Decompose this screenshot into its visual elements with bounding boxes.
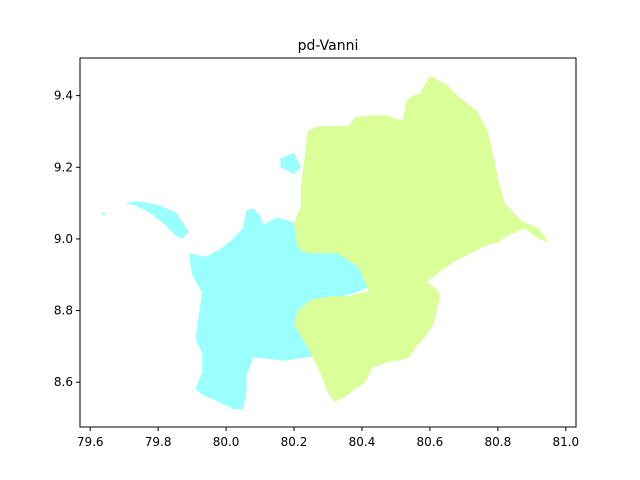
x-tick-label: 80.4 [349,435,376,449]
x-tick-label: 79.8 [145,435,172,449]
y-tick-label: 9.0 [54,232,73,246]
y-tick-label: 9.4 [54,89,73,103]
region-0-polygon-2 [280,152,301,175]
y-tick-label: 9.2 [54,160,73,174]
map-point-0 [102,212,106,216]
x-axis: 79.6 79.8 80.0 80.2 80.4 80.6 80.8 81.0 [77,427,579,449]
y-tick-label: 8.8 [54,304,73,318]
x-tick-label: 80.8 [485,435,512,449]
region-0-polygon-0 [124,201,189,239]
y-axis: 8.6 8.8 9.0 9.2 9.4 [54,89,80,389]
y-tick-label: 8.6 [54,375,73,389]
x-tick-label: 80.0 [213,435,240,449]
chart-title: pd-Vanni [298,38,359,54]
region-1-polygon-0 [294,75,549,402]
x-tick-label: 80.6 [417,435,444,449]
plot-frame [79,57,577,428]
x-tick-label: 79.6 [77,435,104,449]
plot-area [102,75,549,410]
x-tick-label: 80.2 [281,435,308,449]
region-0-polygon-1 [188,208,369,410]
x-tick-label: 81.0 [552,435,579,449]
region-layer [102,75,549,410]
